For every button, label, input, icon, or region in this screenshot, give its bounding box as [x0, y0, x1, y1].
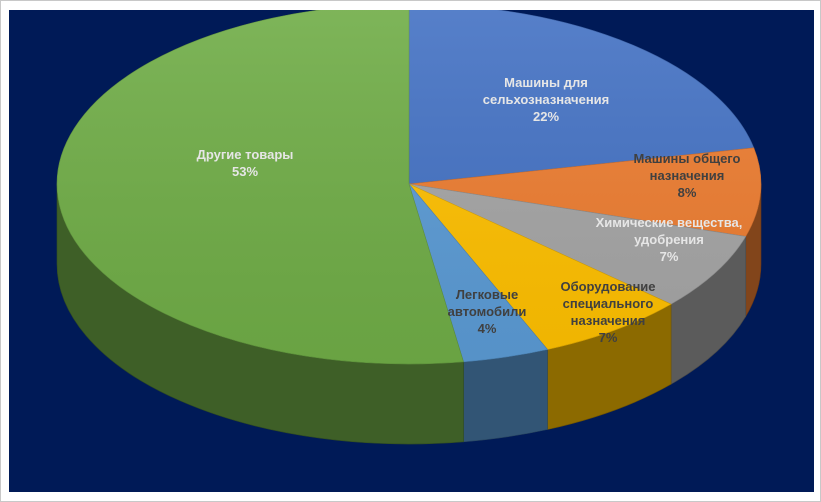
chart-area: Машины для сельхозназначения 22% Машины общ…	[9, 10, 814, 492]
pie-side-4	[463, 349, 548, 443]
pie-label-1: Машины общего назначения 8%	[634, 151, 741, 200]
pie-labels: Машины для сельхозназначения 22% Машины общ…	[197, 75, 743, 345]
pie-label-2: Химические вещества, удобрения 7%	[596, 215, 743, 264]
pie-label-0: Машины для сельхозназначения 22%	[483, 75, 610, 124]
pie-label-4: Легковые автомобили 4%	[448, 287, 527, 336]
pie-label-3: Оборудование специального назначения 7%	[560, 279, 655, 345]
pie-label-5: Другие товары 53%	[197, 147, 294, 179]
pie-slices	[56, 10, 762, 365]
pie-chart: Машины для сельхозназначения 22% Машины общ…	[56, 10, 762, 445]
